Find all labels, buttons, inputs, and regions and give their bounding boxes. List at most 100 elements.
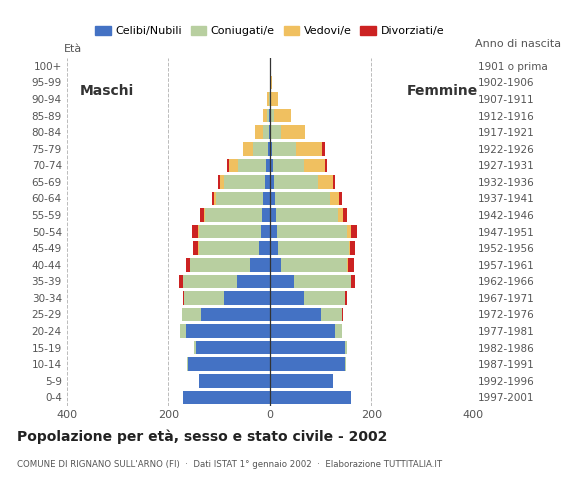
Bar <box>266 158 270 172</box>
Bar <box>270 142 271 156</box>
Bar <box>270 109 274 122</box>
Bar <box>227 158 229 172</box>
Bar <box>270 341 345 354</box>
Bar <box>345 291 347 305</box>
Bar <box>270 158 273 172</box>
Bar <box>263 109 267 122</box>
Bar <box>271 142 296 156</box>
Bar <box>183 291 184 305</box>
Bar <box>351 225 357 239</box>
Bar <box>318 175 333 189</box>
Bar <box>335 324 342 338</box>
Bar <box>270 391 351 404</box>
Bar <box>270 258 281 272</box>
Bar <box>274 175 318 189</box>
Bar <box>275 192 329 205</box>
Bar <box>270 125 271 139</box>
Text: Maschi: Maschi <box>79 84 133 98</box>
Bar <box>243 142 253 156</box>
Bar <box>215 192 216 205</box>
Text: Femmine: Femmine <box>407 84 478 98</box>
Bar <box>263 125 269 139</box>
Bar <box>220 175 224 189</box>
Bar <box>224 175 264 189</box>
Bar <box>329 192 339 205</box>
Bar <box>270 291 304 305</box>
Text: Popolazione per età, sesso e stato civile - 2002: Popolazione per età, sesso e stato civil… <box>17 430 388 444</box>
Bar <box>271 92 278 106</box>
Bar <box>186 324 270 338</box>
Bar <box>237 275 270 288</box>
Bar <box>345 358 346 371</box>
Bar <box>198 241 259 255</box>
Bar <box>264 175 270 189</box>
Bar <box>187 258 190 272</box>
Text: COMUNE DI RIGNANO SULL'ARNO (FI)  ·  Dati ISTAT 1° gennaio 2002  ·  Elaborazione: COMUNE DI RIGNANO SULL'ARNO (FI) · Dati … <box>17 460 443 469</box>
Bar <box>270 208 275 222</box>
Bar <box>270 175 274 189</box>
Bar <box>296 142 322 156</box>
Bar <box>269 125 270 139</box>
Bar <box>212 192 215 205</box>
Bar <box>187 358 188 371</box>
Bar <box>188 358 270 371</box>
Bar <box>281 258 347 272</box>
Bar <box>251 258 270 272</box>
Bar <box>267 92 269 106</box>
Legend: Celibi/Nubili, Coniugati/e, Vedovi/e, Divorziati/e: Celibi/Nubili, Coniugati/e, Vedovi/e, Di… <box>91 22 448 41</box>
Bar <box>349 241 350 255</box>
Bar <box>194 341 196 354</box>
Bar <box>270 92 271 106</box>
Text: Età: Età <box>64 44 82 54</box>
Bar <box>274 109 291 122</box>
Bar <box>347 225 351 239</box>
Bar <box>260 225 270 239</box>
Bar <box>190 258 251 272</box>
Bar <box>218 175 220 189</box>
Bar <box>182 308 201 321</box>
Bar <box>350 241 356 255</box>
Bar <box>198 225 260 239</box>
Bar <box>338 208 343 222</box>
Bar <box>333 175 335 189</box>
Bar <box>204 208 205 222</box>
Bar <box>268 142 270 156</box>
Bar <box>267 109 269 122</box>
Bar <box>198 374 270 387</box>
Bar <box>322 142 325 156</box>
Bar <box>304 158 325 172</box>
Bar <box>205 208 262 222</box>
Bar <box>348 258 354 272</box>
Bar <box>184 291 224 305</box>
Bar <box>224 291 270 305</box>
Bar <box>278 241 349 255</box>
Bar <box>193 241 198 255</box>
Bar <box>276 208 338 222</box>
Bar <box>294 275 351 288</box>
Bar <box>270 374 333 387</box>
Bar <box>200 208 204 222</box>
Bar <box>229 158 238 172</box>
Bar <box>347 258 348 272</box>
Bar <box>270 76 272 89</box>
Bar <box>255 125 263 139</box>
Bar <box>321 308 342 321</box>
Bar <box>253 142 268 156</box>
Bar <box>351 275 356 288</box>
Bar <box>345 341 347 354</box>
Bar <box>263 192 270 205</box>
Bar <box>325 158 327 172</box>
Bar <box>270 241 278 255</box>
Bar <box>270 308 321 321</box>
Bar <box>342 308 343 321</box>
Bar <box>238 158 266 172</box>
Text: Anno di nascita: Anno di nascita <box>474 39 561 49</box>
Bar <box>183 275 237 288</box>
Bar <box>259 241 270 255</box>
Bar <box>196 341 270 354</box>
Bar <box>273 158 304 172</box>
Bar <box>201 308 270 321</box>
Bar <box>262 208 270 222</box>
Bar <box>270 192 275 205</box>
Bar <box>179 275 183 288</box>
